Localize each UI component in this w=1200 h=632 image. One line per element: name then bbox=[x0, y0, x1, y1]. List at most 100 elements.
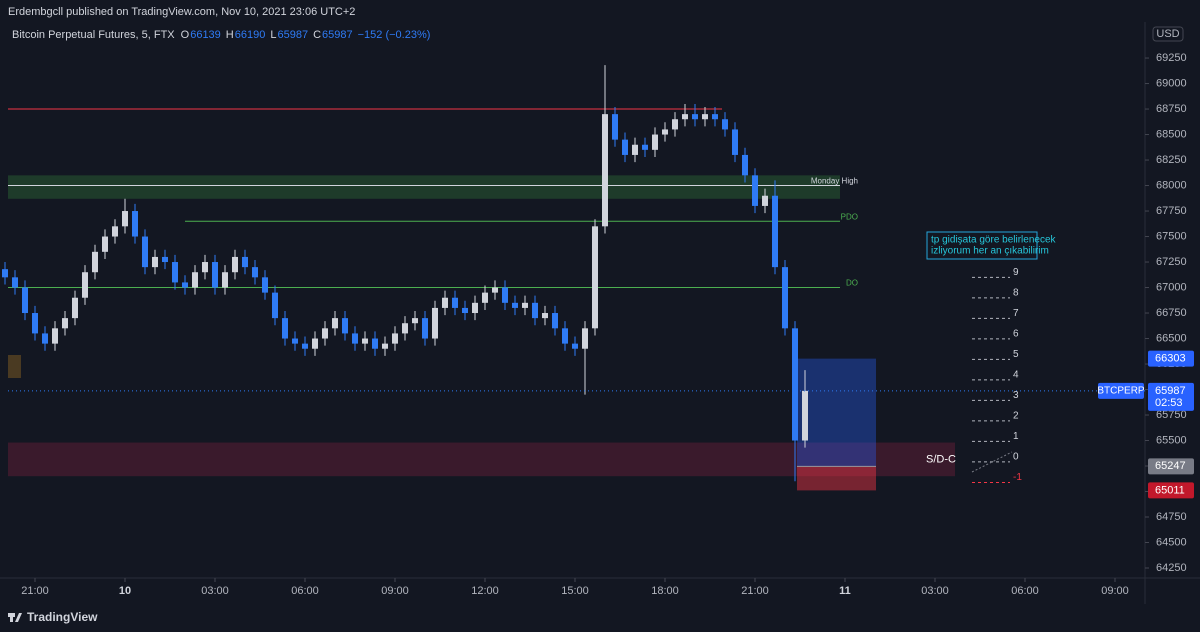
candle-body bbox=[502, 287, 508, 303]
annotation-box bbox=[926, 231, 1038, 260]
candle-body bbox=[712, 114, 718, 120]
position-target bbox=[797, 358, 876, 467]
candle-body bbox=[122, 211, 128, 227]
x-tick-label: 09:00 bbox=[1101, 585, 1129, 597]
level-label: DO bbox=[846, 279, 858, 288]
candle-body bbox=[742, 154, 748, 176]
candle-body bbox=[92, 251, 98, 273]
position-stop bbox=[797, 466, 876, 491]
candle-body bbox=[532, 302, 538, 319]
candle-body bbox=[512, 302, 518, 308]
price-tag bbox=[1148, 458, 1194, 475]
candle-body bbox=[382, 343, 388, 349]
annotation-text: izliyorum her an çıkabilirim bbox=[931, 246, 1049, 257]
y-tick-label: 64750 bbox=[1156, 511, 1187, 523]
candle-body bbox=[302, 343, 308, 349]
candle-body bbox=[202, 262, 208, 273]
candle-body bbox=[632, 144, 638, 155]
price-tag bbox=[1148, 350, 1194, 367]
x-tick-label: 15:00 bbox=[561, 585, 589, 597]
candle-body bbox=[162, 256, 168, 263]
fib-label: 6 bbox=[1013, 329, 1019, 340]
fib-label: 4 bbox=[1013, 370, 1019, 381]
y-tick-label: 69250 bbox=[1156, 52, 1187, 64]
candle-body bbox=[112, 226, 118, 237]
candle-body bbox=[452, 297, 458, 308]
candle-body bbox=[752, 175, 758, 206]
x-tick-label: 09:00 bbox=[381, 585, 409, 597]
candle-body bbox=[102, 236, 108, 252]
candle-body bbox=[762, 195, 768, 206]
candle-body bbox=[32, 313, 38, 334]
candle-body bbox=[422, 318, 428, 339]
candle-body bbox=[212, 262, 218, 288]
candle-body bbox=[582, 328, 588, 349]
legend-text: O bbox=[181, 29, 190, 41]
header-text: Erdembgcll published on TradingView.com,… bbox=[8, 6, 355, 18]
legend-text: H bbox=[226, 29, 234, 41]
x-tick-label: 12:00 bbox=[471, 585, 499, 597]
candle-body bbox=[312, 338, 318, 349]
price-tag-label: 65987 bbox=[1155, 385, 1186, 397]
x-tick-label: 03:00 bbox=[201, 585, 229, 597]
candle-body bbox=[192, 272, 198, 288]
candle-body bbox=[522, 302, 528, 308]
candle-body bbox=[802, 390, 808, 441]
candle-body bbox=[672, 119, 678, 130]
countdown: 02:53 bbox=[1155, 397, 1183, 409]
currency: USD bbox=[1156, 28, 1179, 40]
candle-body bbox=[572, 343, 578, 349]
price-tag-label: 65247 bbox=[1155, 460, 1186, 472]
x-tick-label: 18:00 bbox=[651, 585, 679, 597]
candle-body bbox=[692, 114, 698, 120]
y-tick-label: 68500 bbox=[1156, 128, 1187, 140]
candle-body bbox=[242, 256, 248, 268]
footer-brand: TradingView bbox=[27, 610, 98, 624]
zone-label: S/D-C bbox=[926, 453, 956, 465]
fib-label: -1 bbox=[1013, 472, 1022, 483]
x-tick-label: 10 bbox=[119, 585, 131, 597]
fib-trend bbox=[971, 451, 1013, 473]
y-tick-label: 64500 bbox=[1156, 536, 1187, 548]
x-tick-label: 06:00 bbox=[1011, 585, 1039, 597]
legend-text: −152 (−0.23%) bbox=[358, 29, 431, 41]
candle-body bbox=[62, 318, 68, 329]
level-label: Monday High bbox=[811, 177, 858, 186]
candle-body bbox=[662, 129, 668, 135]
candle-body bbox=[82, 272, 88, 298]
y-tick-label: 68250 bbox=[1156, 154, 1187, 166]
fib-label: 5 bbox=[1013, 349, 1019, 360]
zone bbox=[8, 175, 840, 199]
legend-text: 66139 bbox=[190, 29, 221, 41]
y-tick-label: 67000 bbox=[1156, 281, 1187, 293]
price-tag-label: 66303 bbox=[1155, 353, 1186, 365]
candle-body bbox=[432, 307, 438, 339]
candle-body bbox=[602, 114, 608, 227]
candle-body bbox=[342, 318, 348, 334]
candle-body bbox=[252, 267, 258, 278]
y-tick-label: 64250 bbox=[1156, 562, 1187, 574]
x-tick-label: 11 bbox=[839, 585, 851, 597]
candle-body bbox=[262, 277, 268, 293]
fib-label: 2 bbox=[1013, 411, 1019, 422]
header-bar bbox=[0, 0, 1200, 22]
candle-body bbox=[392, 333, 398, 344]
candle-body bbox=[232, 256, 238, 273]
y-tick-label: 67250 bbox=[1156, 256, 1187, 268]
candle-body bbox=[622, 139, 628, 155]
legend-text: 65987 bbox=[277, 29, 308, 41]
symbol-tag-label: BTCPERP bbox=[1097, 385, 1145, 396]
x-tick-label: 21:00 bbox=[21, 585, 49, 597]
candle-body bbox=[222, 272, 228, 288]
candle-body bbox=[22, 287, 28, 314]
y-tick-label: 65750 bbox=[1156, 409, 1187, 421]
y-tick-label: 67750 bbox=[1156, 205, 1187, 217]
candle-body bbox=[272, 292, 278, 319]
level-label: PDO bbox=[841, 212, 858, 221]
candle-body bbox=[592, 226, 598, 329]
candle-body bbox=[732, 129, 738, 155]
candle-body bbox=[42, 333, 48, 344]
price-tag-label: 65011 bbox=[1155, 484, 1185, 496]
candle-body bbox=[642, 144, 648, 150]
price-tag bbox=[1148, 382, 1194, 411]
